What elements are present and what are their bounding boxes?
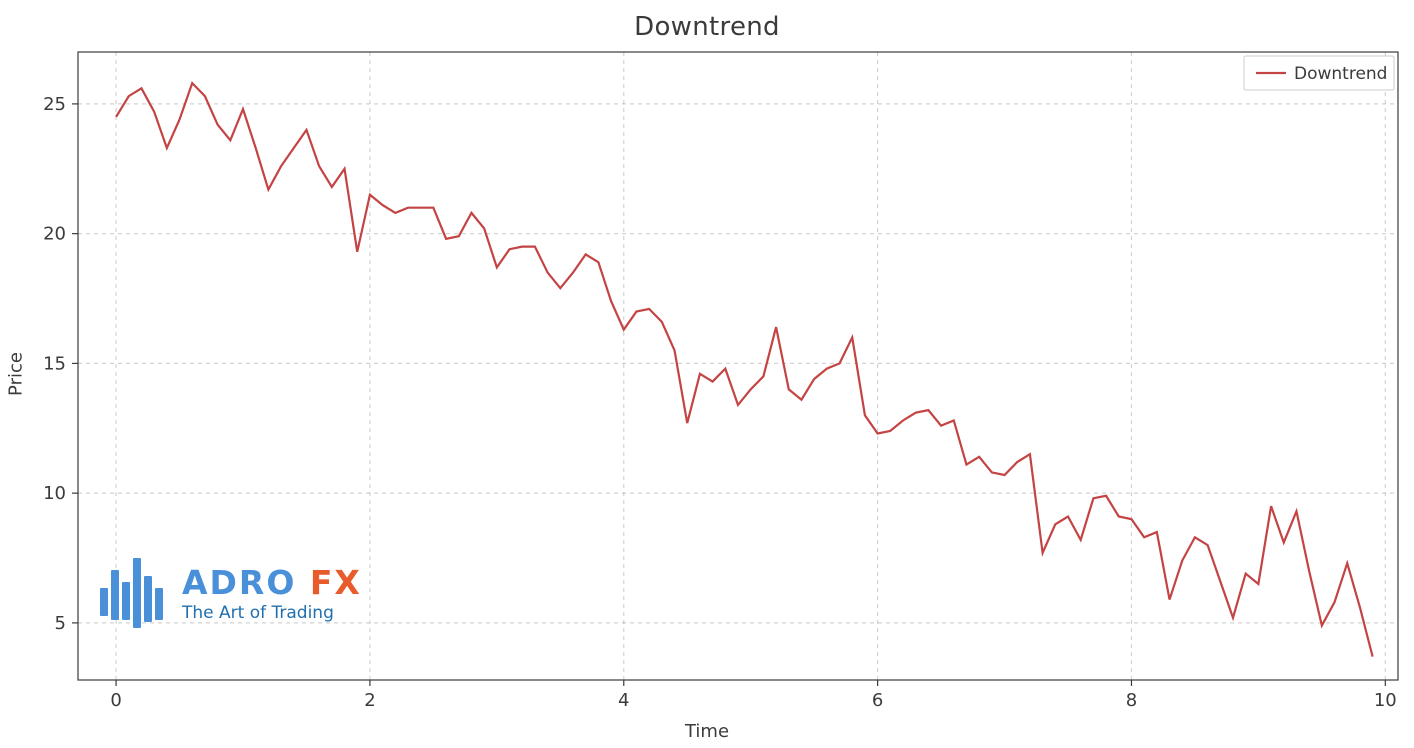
x-tick-label: 10	[1374, 690, 1397, 711]
logo-text: ADRO FX	[182, 563, 362, 602]
x-tick-label: 0	[110, 690, 121, 711]
y-tick-label: 5	[55, 613, 66, 634]
x-tick-label: 8	[1126, 690, 1137, 711]
x-tick-label: 6	[872, 690, 883, 711]
logo-bar-icon	[122, 582, 130, 620]
chart-container: Downtrend Price Time 0246810510152025 Do…	[0, 0, 1414, 748]
legend: Downtrend	[1244, 56, 1394, 90]
x-tick-label: 4	[618, 690, 629, 711]
y-tick-label: 25	[43, 94, 66, 115]
y-tick-label: 10	[43, 483, 66, 504]
y-tick-label: 15	[43, 353, 66, 374]
logo-bar-icon	[133, 558, 141, 628]
logo-bar-icon	[144, 576, 152, 622]
logo-bar-icon	[155, 588, 163, 620]
legend-label: Downtrend	[1294, 64, 1387, 84]
chart-svg: 0 2 4 6 8 10 5 10 15 20 25 Downtrend ADRO FXThe Ar…	[0, 0, 1414, 748]
y-tick-label: 20	[43, 224, 66, 245]
logo-bar-icon	[111, 570, 119, 620]
logo-bar-icon	[100, 588, 108, 616]
logo: ADRO FXThe Art of Trading	[100, 558, 362, 628]
x-tick-label: 2	[364, 690, 375, 711]
logo-tagline: The Art of Trading	[181, 603, 334, 623]
